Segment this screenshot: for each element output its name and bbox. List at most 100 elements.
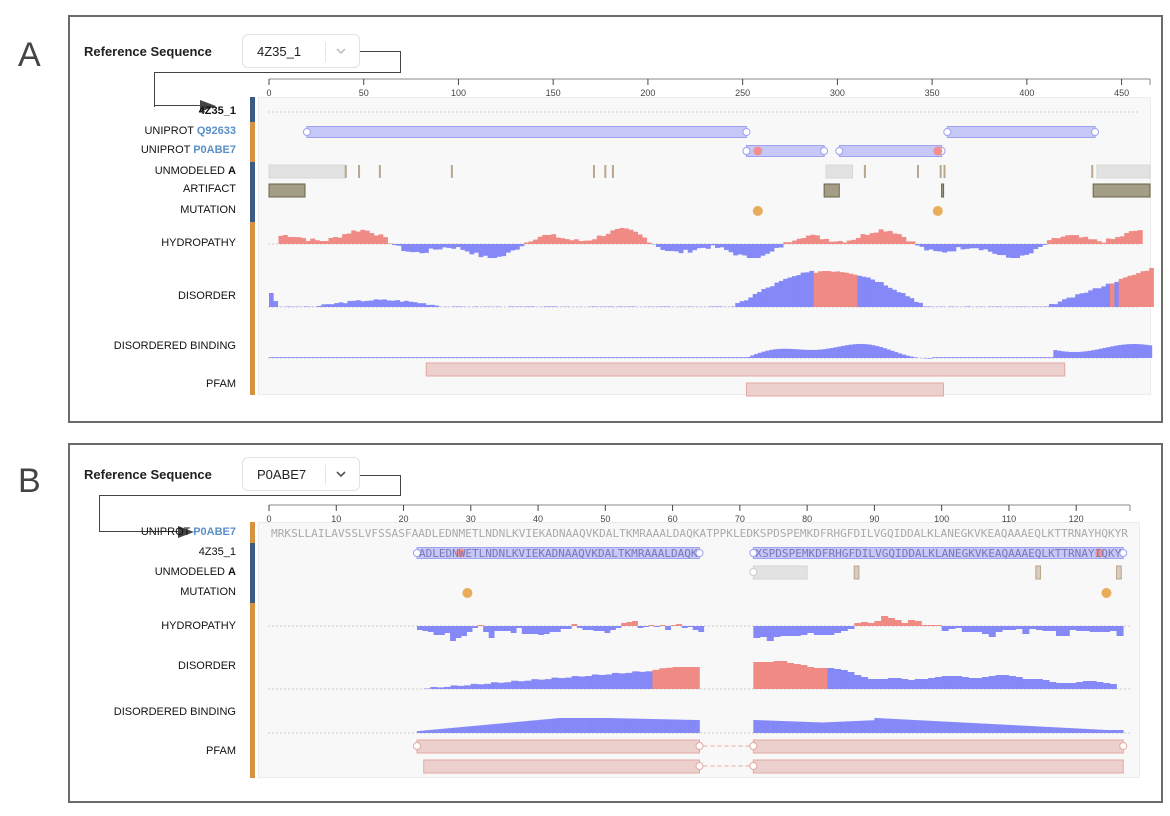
disordered-binding-bar (1015, 725, 1020, 733)
hydropathy-bar (542, 234, 548, 244)
chain-id: A (228, 165, 236, 177)
disorder-bar (735, 303, 740, 307)
disordered-binding-bar (837, 721, 842, 733)
disorder-bar (399, 301, 405, 307)
disordered-binding-bar (375, 357, 380, 358)
disordered-binding-bar (556, 357, 562, 358)
disorder-bar (800, 665, 808, 689)
disordered-binding-bar (934, 721, 939, 733)
hydropathy-bar (1124, 233, 1130, 244)
disordered-binding-bar (439, 357, 444, 358)
hydropathy-bar (464, 244, 470, 252)
hydropathy-bar (965, 244, 970, 249)
disordered-binding-bar (826, 348, 831, 358)
disordered-binding-bar (466, 357, 471, 358)
disordered-binding-bar (760, 720, 764, 733)
disordered-binding-bar (625, 718, 630, 733)
disorder-bar (988, 676, 996, 689)
disordered-binding-bar (462, 357, 467, 358)
hydropathy-bar (983, 244, 989, 250)
disorder-bar (421, 303, 427, 307)
disordered-binding-bar (325, 357, 330, 358)
axis-tick-label: 200 (640, 88, 655, 97)
track-group-bar (250, 97, 255, 122)
disordered-binding-bar (973, 357, 978, 358)
disorder-bar (404, 300, 409, 307)
disordered-binding-bar (891, 718, 895, 733)
reference-sequence-select[interactable]: P0ABE7 (242, 457, 360, 491)
disordered-binding-bar (564, 357, 569, 358)
track-label: MUTATION (180, 586, 236, 598)
disorder-bar (630, 306, 636, 307)
hydropathy-bar (941, 626, 949, 631)
disorder-bar (1083, 292, 1089, 307)
disordered-binding-bar (784, 348, 789, 358)
disorder-bar (847, 672, 855, 689)
disordered-binding-bar (975, 723, 979, 733)
disordered-binding-bar (538, 719, 542, 733)
connector-line (99, 495, 401, 532)
disordered-binding-bar (1106, 347, 1111, 358)
reference-sequence-select[interactable]: 4Z35_1 (242, 34, 360, 68)
disorder-bar (484, 683, 492, 689)
segment-end-handle (820, 147, 829, 155)
disordered-binding-bar (867, 344, 872, 358)
disorder-bar (377, 299, 383, 307)
disordered-binding-bar (280, 357, 285, 358)
disordered-binding-bar (704, 357, 709, 358)
disorder-bar (918, 302, 923, 307)
disordered-binding-bar (924, 720, 929, 733)
track-label: UNIPROT P0ABE7 (141, 526, 236, 538)
disordered-binding-bar (447, 728, 451, 733)
disorder-bar (844, 272, 849, 307)
disordered-binding-bar (651, 357, 656, 358)
track-label: ARTIFACT (183, 183, 236, 195)
disorder-bar (1109, 684, 1117, 689)
disordered-binding-bar (1012, 725, 1016, 733)
hydropathy-bar (840, 626, 848, 631)
track-label: 4Z35_1 (198, 546, 236, 558)
disorder-bar (820, 668, 828, 689)
disorder-bar (757, 292, 762, 307)
disordered-binding-bar (947, 357, 952, 358)
disorder-bar (338, 302, 344, 307)
hydropathy-bar (1006, 244, 1011, 258)
disordered-binding-bar (1039, 726, 1043, 733)
unmodeled-tick (939, 165, 942, 178)
disordered-binding-bar (636, 357, 641, 358)
disordered-binding-bar (1140, 344, 1145, 358)
hydropathy-bar (637, 234, 643, 244)
disordered-binding-bar (807, 722, 811, 733)
disordered-binding-bar (1119, 730, 1124, 733)
hydropathy-bar (683, 244, 689, 250)
disordered-binding-bar (534, 720, 539, 733)
disordered-binding-bar (541, 357, 546, 358)
uniprot-accession-link[interactable]: Q92633 (196, 125, 236, 137)
disordered-binding-bar (766, 720, 771, 733)
disorder-bar (765, 287, 771, 307)
chevron-down-icon[interactable] (333, 43, 349, 59)
disordered-binding-bar (981, 357, 986, 358)
hydropathy-bar (521, 626, 528, 634)
disorder-bar (437, 687, 445, 689)
hydropathy-bar (894, 620, 902, 626)
disorder-bar (881, 679, 889, 689)
disordered-binding-bar (1042, 357, 1047, 358)
hydropathy-bar (305, 240, 311, 244)
segment-end-handle (1119, 742, 1128, 750)
hydropathy-bar (828, 241, 834, 244)
disorder-bar (1096, 288, 1102, 307)
uniprot-accession-link[interactable]: P0ABE7 (193, 144, 236, 156)
chevron-down-icon[interactable] (333, 466, 349, 482)
hydropathy-bar (319, 240, 325, 244)
disordered-binding-bar (340, 357, 346, 358)
disordered-binding-bar (1057, 350, 1062, 358)
hydropathy-bar (565, 626, 572, 629)
disordered-binding-bar (487, 724, 492, 733)
uniprot-segment (838, 145, 943, 157)
hydropathy-bar (792, 240, 798, 244)
uniprot-accession-link[interactable]: P0ABE7 (193, 526, 236, 538)
segment-end-handle (695, 742, 704, 750)
disordered-binding-bar (856, 343, 861, 358)
disorder-bar (552, 306, 557, 307)
